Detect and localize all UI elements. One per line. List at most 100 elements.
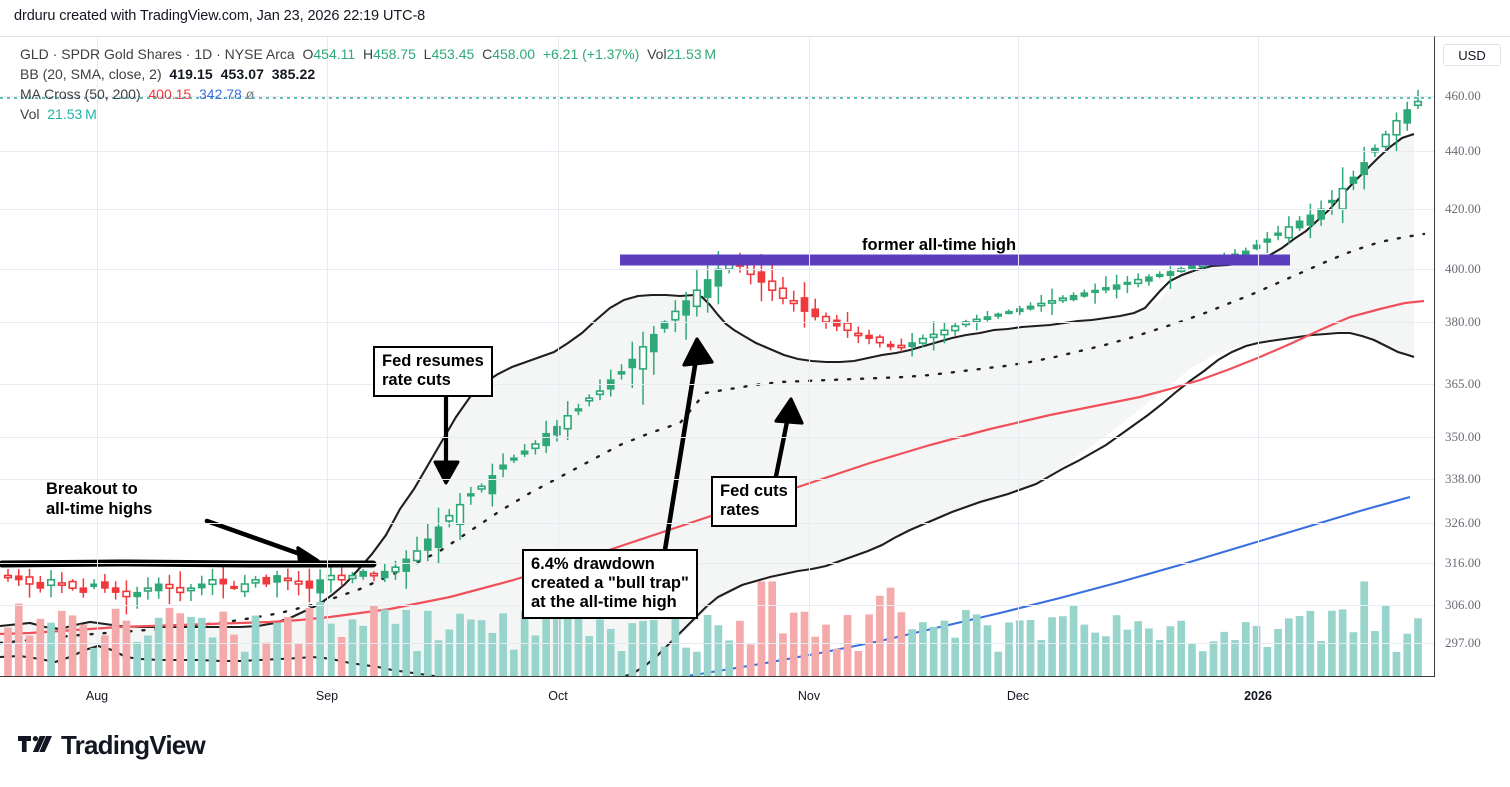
candle-body <box>488 475 497 495</box>
volume-bar <box>316 601 324 676</box>
gridline-vertical <box>97 37 98 676</box>
volume-bar <box>445 629 454 676</box>
volume-bar <box>348 619 357 676</box>
volume-bar <box>1241 622 1250 676</box>
candle-body <box>283 577 292 582</box>
price-tick-label: 338.00 <box>1445 471 1481 486</box>
volume-bar <box>1134 621 1142 676</box>
candle-body <box>219 578 228 585</box>
candle-body <box>1166 271 1175 276</box>
time-axis[interactable]: Aug Sep Oct Nov Dec 2026 <box>0 678 1434 714</box>
candle-body <box>671 310 680 321</box>
chart-frame: GLD · SPDR Gold Shares · 1D · NYSE Arca … <box>0 36 1510 714</box>
candle-body <box>154 583 163 592</box>
volume-bar <box>800 611 809 676</box>
volume-bar <box>811 636 820 676</box>
credit-line: drduru created with TradingView.com, Jan… <box>14 8 426 24</box>
volume-bar <box>553 618 561 676</box>
candle-body <box>692 289 701 308</box>
volume-bar <box>649 620 658 676</box>
volume-bar <box>1177 620 1186 676</box>
candle-body <box>402 558 411 572</box>
tradingview-footer-logo: TradingView <box>18 730 206 761</box>
candle-body <box>208 578 217 586</box>
candle-body <box>628 358 637 369</box>
volume-bar <box>284 617 292 676</box>
volume-bar <box>1026 620 1035 676</box>
volume-bar <box>983 625 992 676</box>
volume-bar <box>1252 625 1261 676</box>
candle-body <box>682 300 690 316</box>
volume-bar <box>1403 633 1412 676</box>
candle-body <box>197 583 206 589</box>
candle-body <box>1413 100 1423 107</box>
candle-body <box>832 319 841 327</box>
candle-body <box>79 587 88 593</box>
candle-body <box>455 503 465 526</box>
volume-bar <box>1198 651 1207 676</box>
gridline-vertical <box>327 37 328 676</box>
candle-body <box>122 590 131 598</box>
candle-body <box>1069 295 1078 301</box>
volume-bar <box>1166 626 1175 676</box>
volume-bar <box>1220 631 1229 676</box>
chart-plot-area[interactable]: GLD · SPDR Gold Shares · 1D · NYSE Arca … <box>0 36 1434 677</box>
tradingview-logo-text: TradingView <box>61 730 206 760</box>
time-tick-label: Nov <box>797 689 821 703</box>
volume-bar <box>660 646 669 676</box>
candle-body <box>14 575 23 581</box>
candle-body <box>133 591 141 598</box>
volume-bar <box>822 624 830 676</box>
price-tick-label: 440.00 <box>1445 143 1481 158</box>
candle-body <box>380 570 389 579</box>
candle-body <box>1080 292 1089 297</box>
annotation-breakout: Breakout to all-time highs <box>46 480 153 518</box>
price-tick-label: 365.00 <box>1445 376 1481 391</box>
candle-body <box>531 443 540 450</box>
candle-body <box>1349 176 1358 184</box>
gridline-horizontal <box>0 643 1434 644</box>
annotation-fed-resumes: Fed resumes rate cuts <box>373 346 493 397</box>
price-axis[interactable]: USD 460.00 440.00 420.00 400.00 380.00 365.00… <box>1434 36 1510 677</box>
volume-bar <box>68 615 77 676</box>
price-tick-label: 297.00 <box>1445 635 1481 650</box>
volume-bar <box>725 640 733 676</box>
volume-bar <box>972 614 981 676</box>
candle-body <box>326 574 336 581</box>
candle-body <box>1091 289 1099 294</box>
time-tick-label: 2026 <box>1244 689 1272 703</box>
volume-bar <box>746 644 755 676</box>
candle-body <box>240 583 249 593</box>
volume-bar <box>273 622 281 676</box>
volume-bar <box>951 637 960 676</box>
volume-bar <box>1080 624 1089 676</box>
candle-body <box>1381 133 1390 148</box>
annotation-former-high: former all-time high <box>862 236 1017 254</box>
volume-bar <box>1145 628 1153 676</box>
price-tick-label: 316.00 <box>1445 555 1481 570</box>
volume-bar <box>456 613 464 676</box>
candle-body <box>994 313 1003 317</box>
price-tick-label: 326.00 <box>1445 515 1481 530</box>
candle-body <box>445 514 454 522</box>
price-tick-label: 350.00 <box>1445 429 1481 444</box>
volume-bar <box>187 616 195 676</box>
ma200-line <box>679 495 1411 676</box>
candle-body <box>811 308 820 318</box>
volume-bar <box>434 640 443 676</box>
candle-body <box>1403 109 1412 124</box>
candle-body <box>1015 308 1024 313</box>
price-tick-label: 460.00 <box>1445 88 1481 103</box>
candle-body <box>940 329 949 336</box>
volume-bar <box>133 641 141 676</box>
volume-bar <box>908 629 916 676</box>
candle-body <box>1274 232 1282 236</box>
volume-bar <box>1015 620 1024 676</box>
volume-bar <box>714 625 723 676</box>
candle-body <box>1123 281 1132 285</box>
volume-bar <box>25 635 34 676</box>
candle-body <box>1252 244 1261 250</box>
volume-bar <box>1381 605 1390 676</box>
candle-body <box>1037 302 1046 307</box>
gridline-horizontal <box>0 605 1434 606</box>
